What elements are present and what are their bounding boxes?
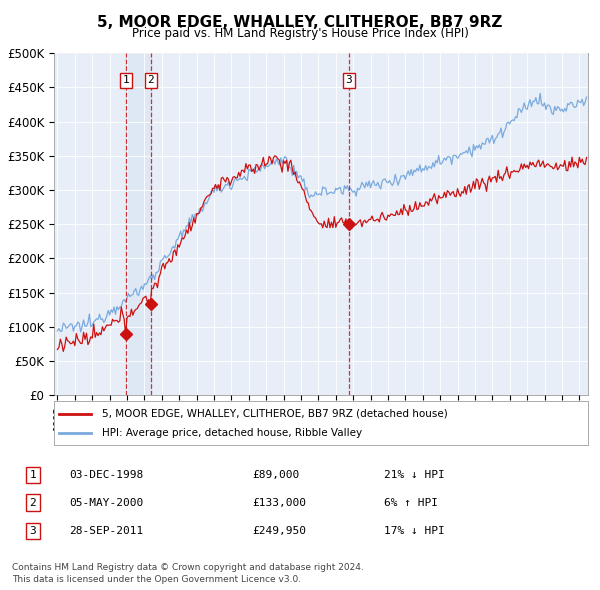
Text: Price paid vs. HM Land Registry's House Price Index (HPI): Price paid vs. HM Land Registry's House … bbox=[131, 27, 469, 40]
Text: 3: 3 bbox=[345, 76, 352, 86]
Text: 28-SEP-2011: 28-SEP-2011 bbox=[69, 526, 143, 536]
Text: 1: 1 bbox=[122, 76, 129, 86]
Text: 1: 1 bbox=[29, 470, 37, 480]
Text: 3: 3 bbox=[29, 526, 37, 536]
Text: 21% ↓ HPI: 21% ↓ HPI bbox=[384, 470, 445, 480]
Text: 5, MOOR EDGE, WHALLEY, CLITHEROE, BB7 9RZ: 5, MOOR EDGE, WHALLEY, CLITHEROE, BB7 9R… bbox=[97, 15, 503, 30]
Bar bbox=[125, 53, 151, 395]
Text: HPI: Average price, detached house, Ribble Valley: HPI: Average price, detached house, Ribb… bbox=[102, 428, 362, 438]
Text: 17% ↓ HPI: 17% ↓ HPI bbox=[384, 526, 445, 536]
Text: 2: 2 bbox=[29, 498, 37, 507]
Text: £133,000: £133,000 bbox=[252, 498, 306, 507]
Text: 03-DEC-1998: 03-DEC-1998 bbox=[69, 470, 143, 480]
Text: £249,950: £249,950 bbox=[252, 526, 306, 536]
Text: £89,000: £89,000 bbox=[252, 470, 299, 480]
Text: Contains HM Land Registry data © Crown copyright and database right 2024.: Contains HM Land Registry data © Crown c… bbox=[12, 563, 364, 572]
Text: 5, MOOR EDGE, WHALLEY, CLITHEROE, BB7 9RZ (detached house): 5, MOOR EDGE, WHALLEY, CLITHEROE, BB7 9R… bbox=[102, 409, 448, 418]
Text: 2: 2 bbox=[148, 76, 154, 86]
Text: This data is licensed under the Open Government Licence v3.0.: This data is licensed under the Open Gov… bbox=[12, 575, 301, 584]
Text: 6% ↑ HPI: 6% ↑ HPI bbox=[384, 498, 438, 507]
Text: 05-MAY-2000: 05-MAY-2000 bbox=[69, 498, 143, 507]
